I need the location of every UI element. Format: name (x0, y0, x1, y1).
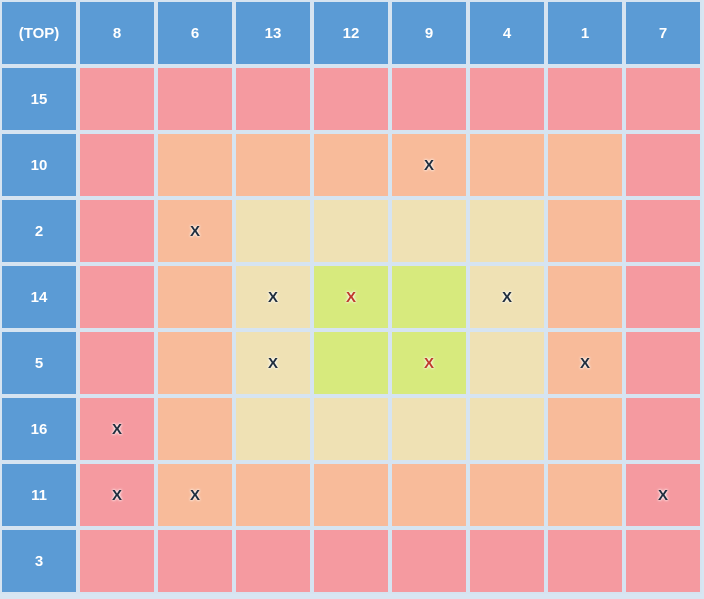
grid-cell (546, 264, 624, 330)
x-mark: X (501, 288, 512, 306)
grid-cell (546, 528, 624, 594)
grid-cell (624, 132, 702, 198)
x-mark: X (657, 486, 668, 504)
row-header: 10 (0, 132, 78, 198)
grid-cell (78, 330, 156, 396)
grid-cell (624, 528, 702, 594)
x-mark: X (267, 354, 278, 372)
grid-cell (390, 198, 468, 264)
grid-cell (312, 198, 390, 264)
row-header: 15 (0, 66, 78, 132)
x-mark: X (189, 486, 200, 504)
grid-cell: X (156, 462, 234, 528)
column-header: 4 (468, 0, 546, 66)
grid-cell (624, 264, 702, 330)
x-mark: X (423, 354, 434, 372)
column-header: 6 (156, 0, 234, 66)
grid-cell (624, 198, 702, 264)
grid-cell: X (156, 198, 234, 264)
grid-cell (546, 396, 624, 462)
grid-cell (468, 330, 546, 396)
row-header: 11 (0, 462, 78, 528)
corner-label: (TOP) (0, 0, 78, 66)
row-header: 16 (0, 396, 78, 462)
x-mark: X (579, 354, 590, 372)
grid-cell (156, 66, 234, 132)
grid-cell (468, 396, 546, 462)
grid-cell (312, 132, 390, 198)
grid-cell (390, 264, 468, 330)
grid-cell (156, 396, 234, 462)
column-header: 8 (78, 0, 156, 66)
grid-cell (390, 528, 468, 594)
x-mark: X (267, 288, 278, 306)
column-header: 13 (234, 0, 312, 66)
grid-cell: X (234, 264, 312, 330)
row-header: 5 (0, 330, 78, 396)
grid-cell (234, 396, 312, 462)
grid-cell (234, 66, 312, 132)
grid-cell (312, 66, 390, 132)
x-mark: X (345, 288, 356, 306)
grid-cell (234, 528, 312, 594)
grid-cell: X (234, 330, 312, 396)
grid-cell (624, 396, 702, 462)
grid-cell (390, 66, 468, 132)
grid-cell (468, 198, 546, 264)
grid-cell (156, 528, 234, 594)
row-header: 2 (0, 198, 78, 264)
grid-cell: X (312, 264, 390, 330)
grid-cell (468, 132, 546, 198)
grid-cell: X (468, 264, 546, 330)
grid-cell (312, 396, 390, 462)
grid-cell (78, 198, 156, 264)
grid-cell (624, 66, 702, 132)
grid-cell (468, 462, 546, 528)
grid-cell (468, 66, 546, 132)
grid-cell: X (546, 330, 624, 396)
grid-cell (468, 528, 546, 594)
grid-cell (78, 264, 156, 330)
grid-cell (312, 528, 390, 594)
grid-cell (390, 462, 468, 528)
grid-cell (312, 462, 390, 528)
grid-cell: X (78, 396, 156, 462)
grid-cell (546, 198, 624, 264)
grid-cell (546, 66, 624, 132)
grid-cell: X (624, 462, 702, 528)
grid-cell (624, 330, 702, 396)
grid-cell: X (390, 132, 468, 198)
grid-cell (234, 132, 312, 198)
column-header: 12 (312, 0, 390, 66)
x-mark: X (111, 486, 122, 504)
x-mark: X (423, 156, 434, 174)
x-mark: X (189, 222, 200, 240)
row-header: 3 (0, 528, 78, 594)
grid-cell (156, 264, 234, 330)
grid-cell (312, 330, 390, 396)
grid-cell (546, 462, 624, 528)
grid-cell (78, 528, 156, 594)
column-header: 1 (546, 0, 624, 66)
x-mark: X (111, 420, 122, 438)
grid-cell (234, 198, 312, 264)
grid-cell (78, 66, 156, 132)
grid-cell (234, 462, 312, 528)
row-header: 14 (0, 264, 78, 330)
grid-cell (546, 132, 624, 198)
column-header: 9 (390, 0, 468, 66)
grid-cell: X (390, 330, 468, 396)
column-header: 7 (624, 0, 702, 66)
grid-cell: X (78, 462, 156, 528)
grid-cell (156, 330, 234, 396)
grid-cell (78, 132, 156, 198)
grid-cell (390, 396, 468, 462)
grid-cell (156, 132, 234, 198)
